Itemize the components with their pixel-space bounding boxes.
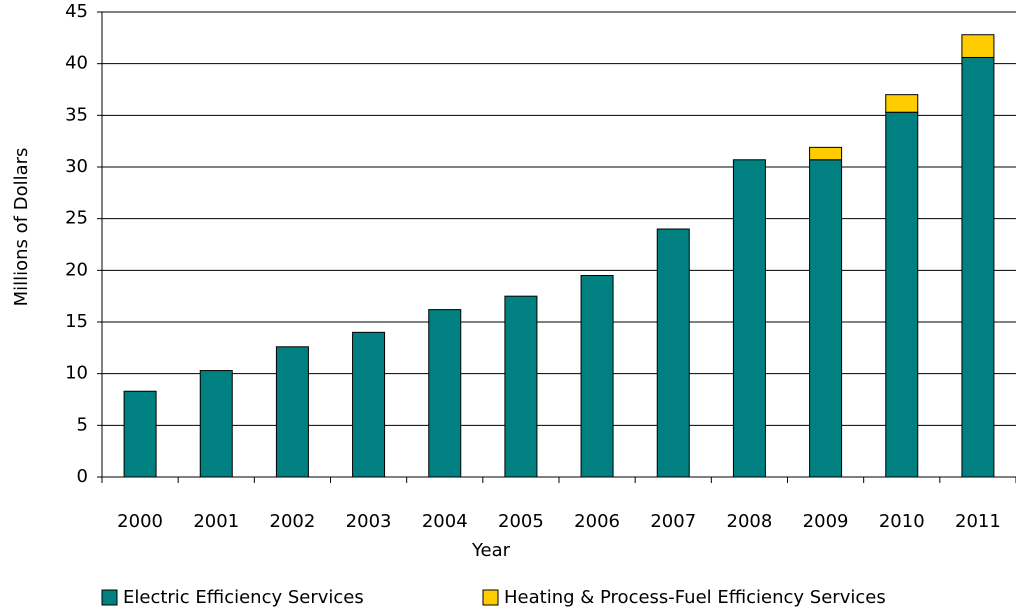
x-tick-label: 2003 xyxy=(346,511,392,532)
y-tick-label: 25 xyxy=(65,208,88,229)
y-tick-label: 45 xyxy=(65,1,88,22)
x-tick-label: 2007 xyxy=(650,511,696,532)
bar-segment xyxy=(504,295,538,478)
y-axis-label: Millions of Dollars xyxy=(11,148,32,307)
x-tick-label: 2006 xyxy=(574,511,620,532)
x-tick-label: 2009 xyxy=(803,511,849,532)
bar-segment xyxy=(885,94,919,113)
y-tick-label: 30 xyxy=(65,156,88,177)
x-tick-label: 2000 xyxy=(117,511,163,532)
x-tick-label: 2004 xyxy=(422,511,468,532)
y-tick-label: 10 xyxy=(65,363,88,384)
legend-swatch xyxy=(482,589,499,606)
bar-segment xyxy=(428,309,462,478)
legend-label: Heating & Process-Fuel Efficiency Servic… xyxy=(504,587,886,608)
bar-segment xyxy=(580,275,614,478)
legend-label: Electric Efficiency Services xyxy=(123,587,364,608)
y-tick-label: 5 xyxy=(77,414,88,435)
bar-segment xyxy=(656,228,690,478)
x-tick-label: 2001 xyxy=(193,511,239,532)
y-tick-label: 35 xyxy=(65,104,88,125)
x-tick-label: 2008 xyxy=(727,511,773,532)
y-tick-label: 15 xyxy=(65,311,88,332)
bar-segment xyxy=(123,390,157,478)
bar-segment xyxy=(809,146,843,161)
x-tick-label: 2010 xyxy=(879,511,925,532)
bar-segment xyxy=(809,159,843,478)
bar-segment xyxy=(352,331,386,478)
bar-segment xyxy=(885,111,919,478)
legend-swatch xyxy=(101,589,118,606)
x-tick-label: 2005 xyxy=(498,511,544,532)
bar-segment xyxy=(961,34,995,58)
bar-segment xyxy=(199,370,233,478)
x-tick-label: 2011 xyxy=(955,511,1001,532)
y-tick-label: 20 xyxy=(65,259,88,280)
y-tick-label: 40 xyxy=(65,53,88,74)
x-tick-label: 2002 xyxy=(270,511,316,532)
bar-segment xyxy=(732,159,766,478)
x-axis-label: Year xyxy=(471,540,511,561)
bar-segment xyxy=(961,56,995,478)
y-tick-label: 0 xyxy=(77,466,88,487)
bar-segment xyxy=(275,346,309,478)
